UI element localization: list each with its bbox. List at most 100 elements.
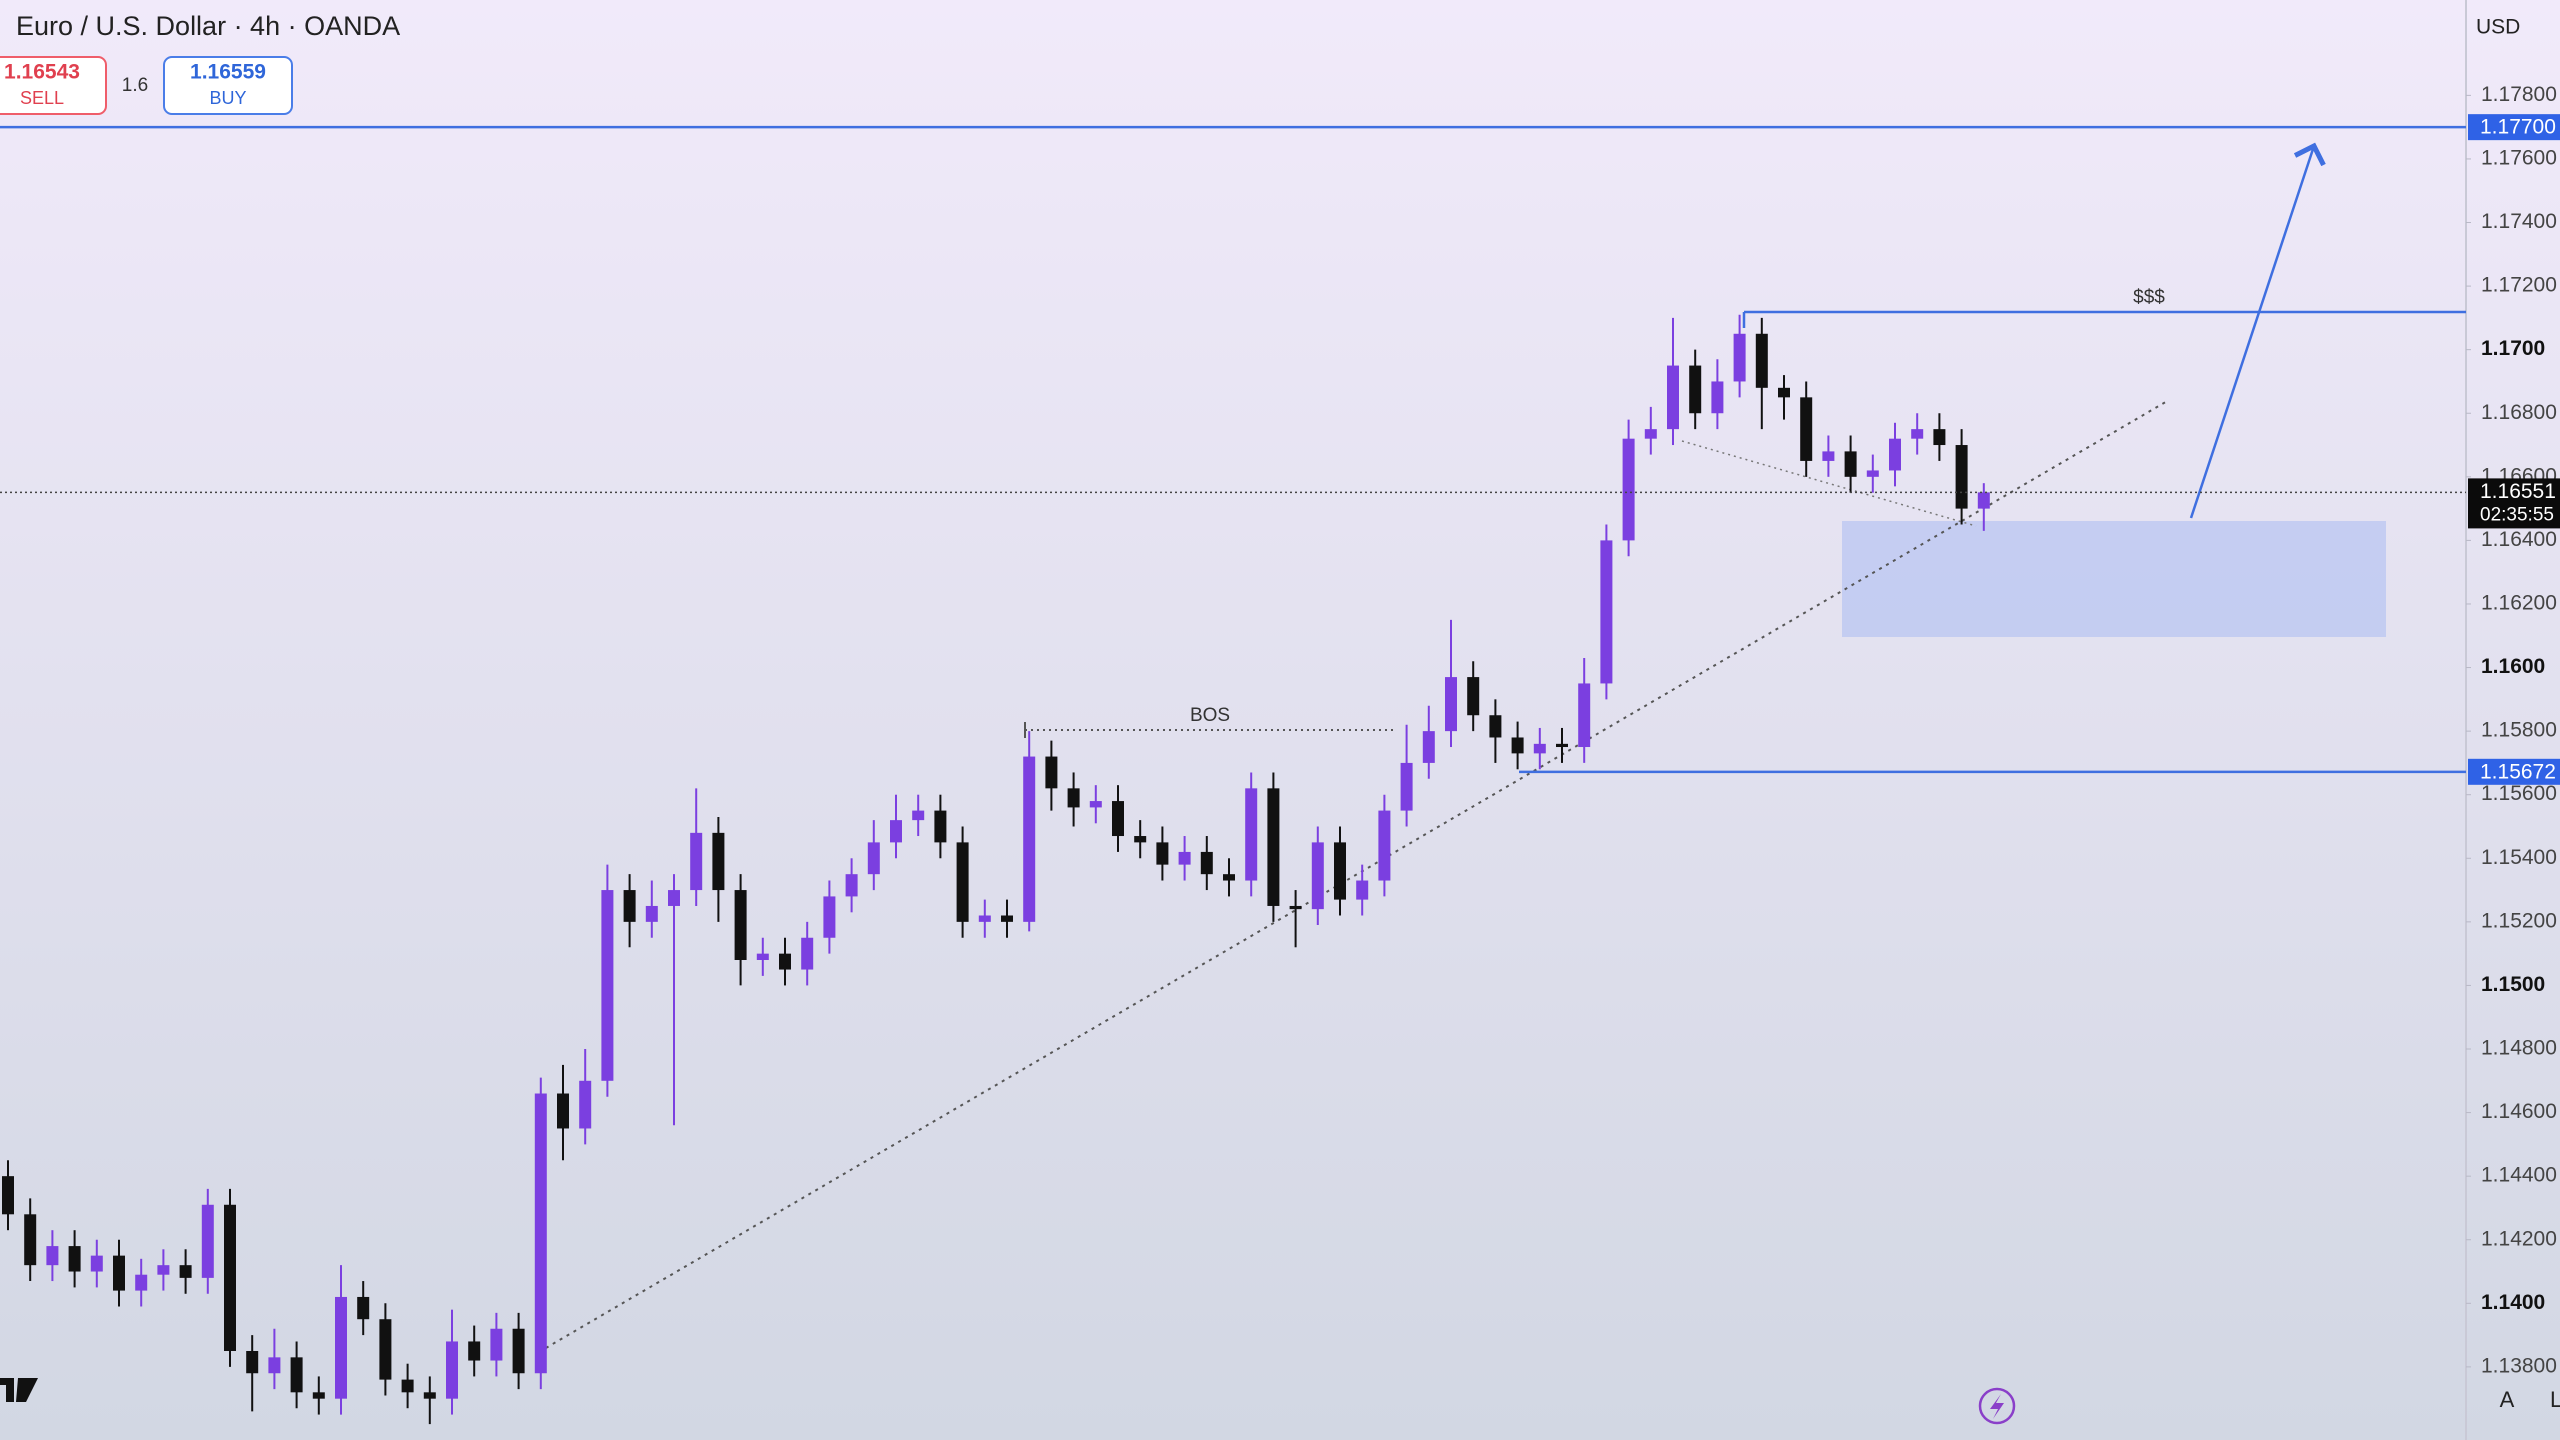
- candle-body: [890, 820, 902, 843]
- candle-body: [46, 1246, 59, 1266]
- sell-label[interactable]: SELL: [20, 88, 64, 108]
- auto-scale-button[interactable]: A: [2500, 1387, 2515, 1412]
- candle-body: [423, 1392, 436, 1399]
- candle-body: [1045, 756, 1058, 789]
- candle-body: [1467, 677, 1480, 716]
- candle-body: [246, 1350, 259, 1374]
- candle-body: [912, 810, 925, 821]
- last-price-box: [2468, 478, 2560, 529]
- candle-body: [1156, 842, 1169, 865]
- candle-body: [290, 1357, 303, 1393]
- candle-body: [312, 1392, 325, 1399]
- candle-body: [1356, 880, 1369, 900]
- spread: 1.6: [122, 75, 148, 96]
- flash-button[interactable]: [1978, 1387, 2016, 1425]
- candle-body: [1600, 540, 1613, 684]
- candle-body: [1800, 397, 1813, 461]
- y-tick-label: 1.13800: [2481, 1354, 2557, 1377]
- buy-label[interactable]: BUY: [209, 88, 246, 108]
- candle-body: [934, 810, 947, 843]
- price-label-box: [2468, 114, 2560, 141]
- y-tick-label: 1.1600: [2481, 655, 2545, 678]
- candle-body: [201, 1204, 214, 1278]
- candle-body: [1844, 451, 1857, 477]
- countdown: 02:35:55: [2480, 504, 2554, 525]
- candle-body: [1378, 810, 1391, 881]
- candle-body: [801, 937, 814, 970]
- demand-zone: [1842, 521, 2386, 637]
- candle-body: [1644, 429, 1657, 439]
- currency-label[interactable]: USD: [2476, 16, 2520, 39]
- last-price-label: 1.16551: [2480, 480, 2556, 503]
- sell-button[interactable]: [0, 56, 107, 115]
- y-tick-label: 1.17600: [2481, 146, 2557, 169]
- candle-body: [823, 896, 836, 938]
- candle-body: [645, 905, 658, 922]
- overlay: 1.13800 1.1400 1.14200 1.14400 1.14600 1.1480…: [0, 83, 2560, 1377]
- candle-body: [135, 1274, 148, 1291]
- y-tick-label: 1.14400: [2481, 1164, 2557, 1187]
- candle-body: [534, 1093, 547, 1374]
- y-tick-label: 1.14600: [2481, 1100, 2557, 1123]
- price-label: 1.15672: [2480, 760, 2556, 783]
- y-tick-label: 1.17800: [2481, 83, 2557, 106]
- candle-body: [601, 890, 614, 1081]
- buy-button[interactable]: [163, 56, 293, 115]
- candle-body: [779, 953, 791, 970]
- candle-body: [357, 1296, 370, 1320]
- y-tick-label: 1.17200: [2481, 274, 2557, 297]
- candle-body: [1112, 801, 1124, 837]
- candle-body: [401, 1379, 414, 1393]
- candle-body: [379, 1319, 392, 1380]
- candle-body: [1533, 743, 1546, 754]
- chart-title: Euro / U.S. Dollar · 4h · OANDA: [16, 11, 400, 41]
- buy-price[interactable]: 1.16559: [190, 61, 266, 84]
- candle-body: [2, 1176, 14, 1215]
- y-tick-label: 1.15200: [2481, 909, 2557, 932]
- price-label: 1.17700: [2480, 116, 2556, 139]
- log-scale-button[interactable]: L: [2550, 1387, 2560, 1412]
- candle-body: [1400, 762, 1413, 811]
- y-tick-label: 1.16800: [2481, 401, 2557, 424]
- y-tick-label: 1.14800: [2481, 1037, 2557, 1060]
- candle-body: [1289, 905, 1302, 910]
- candles: [2, 314, 1990, 1425]
- candle-body: [1489, 715, 1502, 738]
- candle-body: [1178, 851, 1191, 865]
- price-label-box: [2468, 758, 2560, 785]
- candle-body: [867, 842, 880, 875]
- candle-body: [1067, 788, 1080, 808]
- y-tick-label: 1.16400: [2481, 528, 2557, 551]
- candle-body: [956, 842, 969, 922]
- candle-body: [90, 1255, 103, 1272]
- y-tick-label: 1.1400: [2481, 1291, 2545, 1314]
- candle-body: [1445, 677, 1457, 732]
- candle-body: [1334, 842, 1346, 900]
- candle-body: [1556, 743, 1568, 748]
- candle-body: [690, 832, 703, 891]
- candle-body: [468, 1341, 481, 1361]
- logo[interactable]: [0, 1378, 38, 1402]
- candle-body: [268, 1357, 281, 1374]
- candle-body: [512, 1328, 525, 1374]
- sell-price[interactable]: 1.16543: [4, 61, 80, 84]
- candle-body: [335, 1296, 347, 1399]
- candle-body: [157, 1265, 170, 1275]
- candle-body: [756, 953, 769, 960]
- y-tick-label: 1.1500: [2481, 973, 2545, 996]
- candle-body: [1755, 333, 1768, 388]
- candle-body: [1866, 470, 1879, 477]
- bos-label: BOS: [1190, 705, 1230, 726]
- candle-body: [224, 1204, 236, 1351]
- candle-body: [668, 890, 680, 906]
- trend-line: [538, 399, 2170, 1353]
- candle-body: [1955, 445, 1968, 509]
- candle-body: [1134, 836, 1147, 843]
- candle-body: [978, 915, 991, 922]
- candle-body: [1223, 874, 1235, 881]
- flash-icon[interactable]: [1990, 1394, 2004, 1419]
- candle-body: [1578, 683, 1591, 748]
